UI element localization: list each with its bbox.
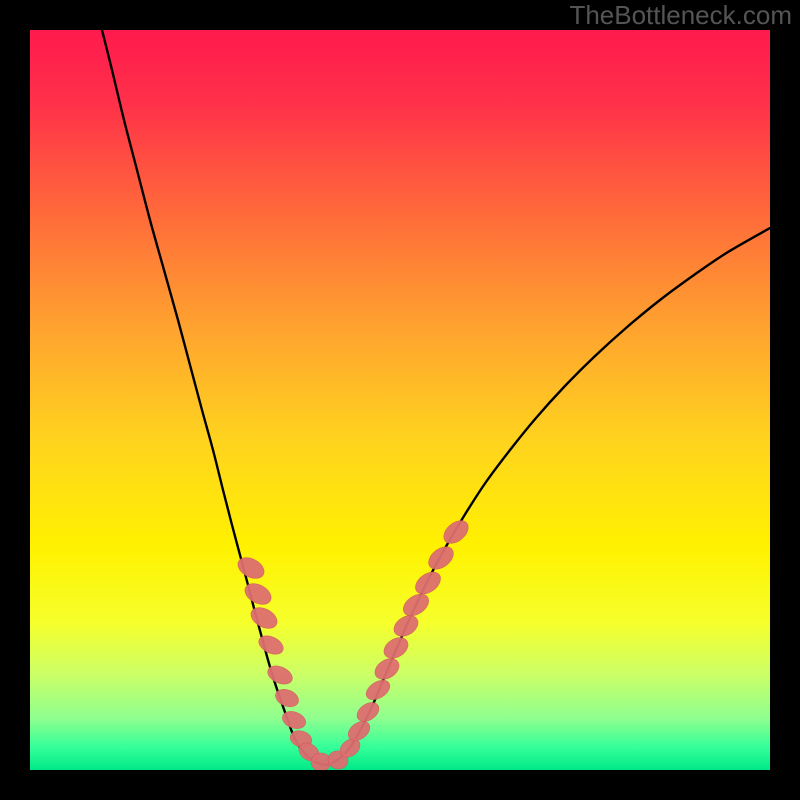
chart-background-gradient — [30, 30, 770, 770]
plot-area — [30, 30, 770, 770]
watermark-text: TheBottleneck.com — [569, 0, 792, 31]
stage: TheBottleneck.com — [0, 0, 800, 800]
